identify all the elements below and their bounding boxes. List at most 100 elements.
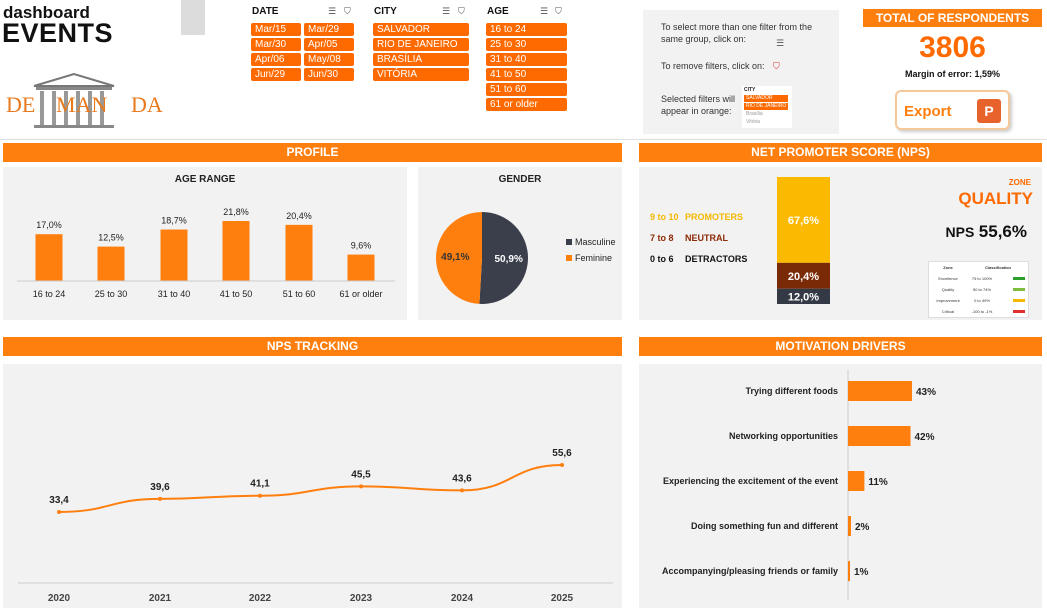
motivation-label: Experiencing the excitement of the event	[663, 476, 838, 486]
nps-tracking-year: 2023	[350, 593, 373, 604]
date-filter-chip[interactable]: Mar/15	[251, 23, 301, 36]
age-filter-chip[interactable]: 16 to 24	[486, 23, 567, 36]
gender-chart-title: GENDER	[498, 174, 542, 185]
nps-stack-label: 67,6%	[788, 215, 819, 227]
age-category-label: 25 to 30	[95, 289, 128, 299]
zone-signal-icon	[1013, 299, 1025, 302]
nps-score: NPS 55,6%	[929, 222, 1027, 242]
date-slicer: DATE ☰ ⛉ Mar/15 Mar/29 Mar/30 Apr/05 Apr/06 M…	[250, 4, 360, 84]
nps-tracking-value: 39,6	[150, 482, 170, 493]
motivation-bar	[848, 381, 912, 401]
age-bar	[97, 246, 125, 281]
nps-tracking-point	[158, 496, 162, 501]
nps-tracking-point	[258, 493, 262, 498]
age-filter-chip[interactable]: 25 to 30	[486, 38, 567, 51]
gender-panel: GENDER 50,9% 49,1% Masculine Feminine	[418, 167, 622, 320]
nps-tracking-chart: 33,4 2020 39,6 2021 41,1 2022 45,5 2023 43,6 2024…	[18, 448, 613, 604]
nps-section-title: NET PROMOTER SCORE (NPS)	[639, 143, 1042, 162]
clear-filter-icon[interactable]: ⛉	[344, 6, 351, 16]
motivation-value: 1%	[854, 567, 869, 578]
dashboard-title-small: dashboard	[3, 3, 90, 22]
age-category-label: 41 to 50	[220, 289, 253, 299]
clear-filter-icon[interactable]: ⛉	[458, 6, 465, 16]
age-bar-label: 9,6%	[351, 241, 372, 251]
age-filter-chip[interactable]: 31 to 40	[486, 53, 567, 66]
city-filter-chip[interactable]: BRASÍLIA	[373, 53, 469, 66]
nps-tracking-value: 41,1	[250, 479, 270, 490]
city-filter-chip[interactable]: RIO DE JANEIRO	[373, 38, 469, 51]
age-slicer-title: AGE	[487, 6, 509, 17]
nps-tracking-point	[560, 463, 564, 467]
gender-pie-chart: 50,9% 49,1% Masculine Feminine	[436, 212, 616, 304]
multi-select-icon[interactable]: ☰	[442, 6, 451, 16]
nps-row-range: 0 to 6	[650, 254, 674, 264]
multi-select-icon[interactable]: ☰	[540, 6, 549, 16]
age-chart-title: AGE RANGE	[174, 174, 236, 185]
clear-filter-icon[interactable]: ⛉	[555, 6, 562, 16]
motivation-value: 2%	[855, 522, 870, 533]
gender-slice	[479, 212, 528, 304]
nps-tracking-value: 43,6	[452, 473, 472, 484]
nps-stacked-bar: 67,6% 20,4% 12,0%	[777, 177, 830, 304]
city-filter-chip[interactable]: SALVADOR	[373, 23, 469, 36]
motivation-panel: Trying different foods 43% Networking oppo…	[639, 364, 1042, 608]
motivation-bar-chart: Trying different foods 43% Networking oppo…	[662, 370, 936, 600]
date-filter-chip[interactable]: Mar/30	[251, 38, 301, 51]
logo-text-mid: MAN	[56, 92, 108, 117]
zone-legend-range: 75 to 100%	[971, 276, 993, 281]
date-filter-chip[interactable]: Jun/30	[304, 68, 354, 81]
respondents-count: 3806	[919, 31, 986, 64]
date-filter-chip[interactable]: May/08	[304, 53, 354, 66]
date-filter-chip[interactable]: Apr/05	[304, 38, 354, 51]
age-bar	[160, 229, 188, 281]
age-category-label: 16 to 24	[33, 289, 66, 299]
zone-legend-range: 0 to 49%	[974, 298, 990, 303]
date-filter-chip[interactable]: Apr/06	[251, 53, 301, 66]
zone-legend-zone: Quality	[941, 287, 955, 292]
age-bar-label: 17,0%	[36, 220, 62, 230]
age-filter-chip[interactable]: 51 to 60	[486, 83, 567, 96]
nps-score-value: 55,6%	[978, 222, 1027, 241]
export-label: Export	[904, 103, 952, 120]
date-filter-chip[interactable]: Mar/29	[304, 23, 354, 36]
zone-legend-table: Zone Classification Excellence 75 to 100% Qu…	[928, 261, 1029, 318]
logo-text-left: DE	[6, 92, 36, 117]
zone-legend-zone: Improvement	[936, 298, 960, 303]
age-filter-chip[interactable]: 61 or older	[486, 98, 567, 111]
age-bar-label: 12,5%	[98, 233, 124, 243]
city-filter-chip[interactable]: VITÓRIA	[373, 68, 469, 81]
mini-slicer-example: CITY SALVADOR RIO DE JANEIRO Brasília Vitór…	[742, 86, 792, 128]
tracking-section-title: NPS TRACKING	[3, 337, 622, 356]
motivation-bar	[848, 561, 850, 581]
dashboard-title-big: EVENTS	[2, 18, 114, 48]
motivation-value: 43%	[916, 387, 936, 398]
age-bar-label: 20,4%	[286, 211, 312, 221]
motivation-bar	[848, 516, 851, 536]
zone-label: ZONE	[1008, 178, 1031, 187]
instructions-box: To select more than one filter from the …	[643, 10, 839, 134]
mini-slicer-item: Brasília	[746, 111, 763, 117]
export-button[interactable]: Export P	[895, 90, 1010, 130]
zone-legend-zone: Critical	[941, 309, 955, 314]
powerpoint-icon: P	[977, 99, 1001, 123]
multi-select-icon[interactable]: ☰	[328, 6, 337, 16]
age-range-chart: 17,0% 16 to 24 12,5% 25 to 30 18,7% 31 to 40 2…	[17, 207, 395, 299]
profile-section-title: PROFILE	[3, 143, 622, 162]
margin-label: Margin of error:	[904, 69, 972, 79]
age-filter-chip[interactable]: 41 to 50	[486, 68, 567, 81]
nps-tracking-year: 2021	[149, 593, 172, 604]
gender-legend-label: Feminine	[575, 253, 612, 263]
age-bar	[347, 254, 375, 281]
margin-of-error: Margin of error: 1,59%	[863, 69, 1042, 79]
nps-score-label: NPS	[945, 224, 975, 240]
multi-select-icon: ☰	[776, 38, 785, 48]
mini-slicer-item: SALVADOR	[744, 95, 788, 102]
date-filter-chip[interactable]: Jun/29	[251, 68, 301, 81]
nps-row-name: PROMOTERS	[685, 212, 744, 222]
nps-panel: 9 to 10 PROMOTERS 7 to 8 NEUTRAL 0 to 6 DETRA…	[639, 167, 1042, 320]
nps-stack-segment	[777, 288, 830, 304]
age-slicer: AGE ☰ ⛉ 16 to 24 25 to 30 31 to 40 41 to 50…	[485, 4, 570, 114]
gender-legend-swatch	[566, 255, 572, 261]
tracking-panel: 33,4 2020 39,6 2021 41,1 2022 45,5 2023 43,6 2024…	[3, 364, 622, 608]
age-bar	[222, 221, 250, 281]
